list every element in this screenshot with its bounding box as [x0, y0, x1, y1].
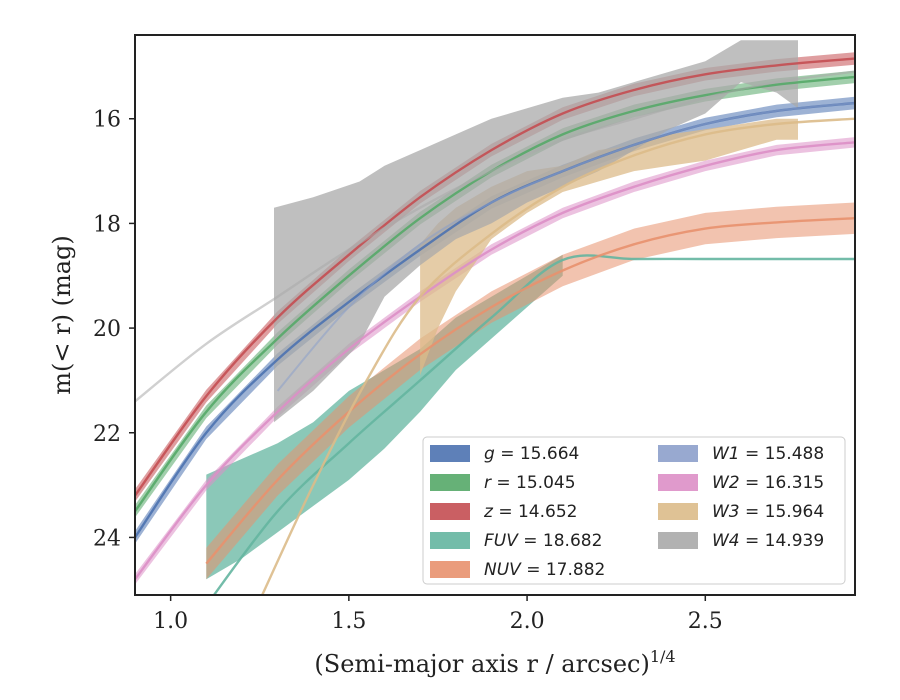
legend-entry: W3 = 15.964 [712, 502, 824, 522]
legend-swatch [430, 474, 470, 491]
y-tick-label: 24 [93, 526, 121, 551]
legend-entry: W1 = 15.488 [712, 444, 824, 464]
y-axis-ticks: 16 18 20 22 24 [93, 108, 135, 551]
line-r [135, 75, 855, 512]
x-tick-label: 2.5 [688, 609, 723, 634]
legend-entry: r = 15.045 [484, 473, 576, 493]
x-tick-label: 1.5 [331, 609, 366, 634]
line-w1 [276, 102, 855, 392]
plot-frame [134, 34, 856, 596]
legend-swatch [430, 445, 470, 462]
legend-entry: z = 14.652 [483, 502, 577, 522]
legend-swatch [430, 503, 470, 520]
legend-swatch [658, 474, 698, 491]
x-axis-label-exponent: 1/4 [650, 647, 676, 666]
y-tick-label: 16 [93, 108, 121, 133]
x-axis-label: (Semi-major axis r / arcsec)1/4 [314, 647, 675, 678]
y-tick-label: 20 [93, 317, 121, 342]
y-tick-label: 22 [93, 422, 121, 447]
legend-entry: NUV = 17.882 [484, 560, 605, 580]
x-axis-label-text: (Semi-major axis r / arcsec) [314, 650, 649, 678]
line-w4 [135, 70, 855, 403]
x-axis-ticks: 1.0 1.5 2.0 2.5 [153, 595, 723, 634]
line-w3 [260, 117, 855, 595]
band-nuv [206, 202, 855, 580]
legend-swatch [430, 561, 470, 578]
legend-entry: W2 = 16.315 [712, 473, 824, 493]
legend-entry: g = 15.664 [484, 444, 579, 464]
legend: g = 15.664 r = 15.045 z = 14.652 FUV = 18.6… [422, 436, 846, 585]
line-w2 [135, 141, 855, 581]
y-axis-label: m(< r) (mag) [48, 235, 76, 394]
legend-entry: W4 = 14.939 [712, 531, 824, 551]
legend-swatch [430, 532, 470, 549]
band-fuv [206, 254, 563, 580]
y-tick-label: 18 [93, 212, 121, 237]
line-z [135, 57, 855, 497]
legend-box [422, 436, 846, 585]
x-tick-label: 1.0 [153, 609, 188, 634]
x-tick-label: 2.0 [510, 609, 545, 634]
line-nuv [205, 217, 855, 565]
legend-swatch [658, 445, 698, 462]
legend-swatch [658, 503, 698, 520]
series-lines [135, 57, 855, 595]
legend-entry: FUV = 18.682 [484, 531, 602, 551]
line-fuv [212, 254, 855, 595]
legend-swatch [658, 532, 698, 549]
